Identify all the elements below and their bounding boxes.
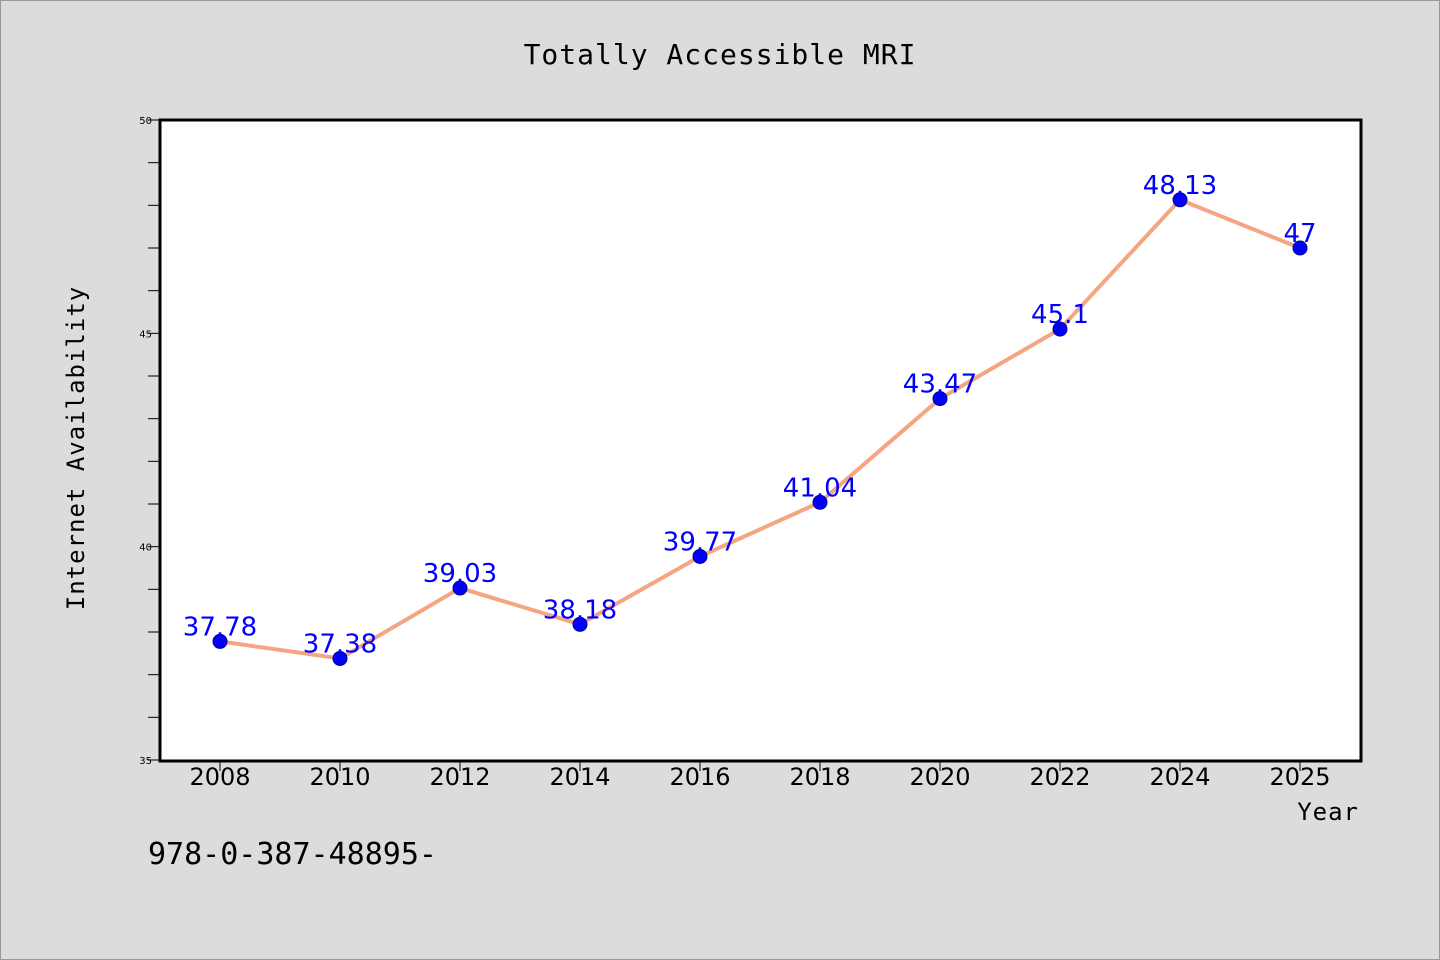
data-point-marker (1172, 192, 1188, 208)
series-markers (212, 192, 1308, 666)
data-label: 39.77 (663, 527, 737, 557)
data-label: 43.47 (903, 370, 977, 400)
data-point-marker (212, 633, 228, 649)
data-point-marker (692, 548, 708, 564)
data-point-marker (452, 580, 468, 596)
plot-area (158, 118, 1363, 763)
x-tick-label: 2008 (189, 763, 250, 791)
y-axis-title: Internet Availability (62, 286, 90, 610)
chart-title: Totally Accessible MRI (524, 38, 917, 71)
isbn-text: 978-0-387-48895- (148, 837, 437, 872)
data-label: 45.1 (1031, 300, 1089, 330)
data-point-marker (1052, 321, 1068, 337)
y-tick-label: 50 (139, 116, 152, 127)
data-label: 47 (1283, 219, 1316, 249)
x-axis: 2008 2010 2012 2014 2016 2018 2020 2022 2024 2025 (189, 761, 1331, 791)
data-label: 38.18 (543, 595, 617, 625)
data-label: 41.04 (783, 473, 857, 503)
y-tick-label: 45 (139, 329, 152, 340)
data-label: 39.03 (423, 559, 497, 589)
x-axis-title: Year (1297, 798, 1359, 826)
data-point-marker (812, 494, 828, 510)
data-label: 37.38 (303, 629, 377, 659)
x-tick-label: 2012 (429, 763, 490, 791)
y-axis: 35 40 45 50 (139, 116, 160, 767)
data-point-marker (932, 391, 948, 407)
data-label: 37.78 (183, 612, 257, 642)
data-point-marker (572, 616, 588, 632)
y-tick-label: 40 (139, 543, 152, 554)
data-point-marker (332, 650, 348, 666)
x-tick-label: 2010 (309, 763, 370, 791)
data-point-marker (1292, 240, 1308, 256)
data-labels: 37.78 37.38 39.03 38.18 39.77 41.04 43.47 45.1 4… (183, 171, 1317, 660)
x-tick-label: 2025 (1269, 763, 1330, 791)
x-tick-label: 2020 (909, 763, 970, 791)
x-tick-label: 2024 (1149, 763, 1210, 791)
y-tick-label: 35 (139, 756, 152, 767)
series-line (219, 197, 1301, 661)
data-label: 48.13 (1143, 171, 1217, 201)
x-tick-label: 2016 (669, 763, 730, 791)
x-tick-label: 2018 (789, 763, 850, 791)
x-tick-label: 2014 (549, 763, 610, 791)
x-tick-label: 2022 (1029, 763, 1090, 791)
